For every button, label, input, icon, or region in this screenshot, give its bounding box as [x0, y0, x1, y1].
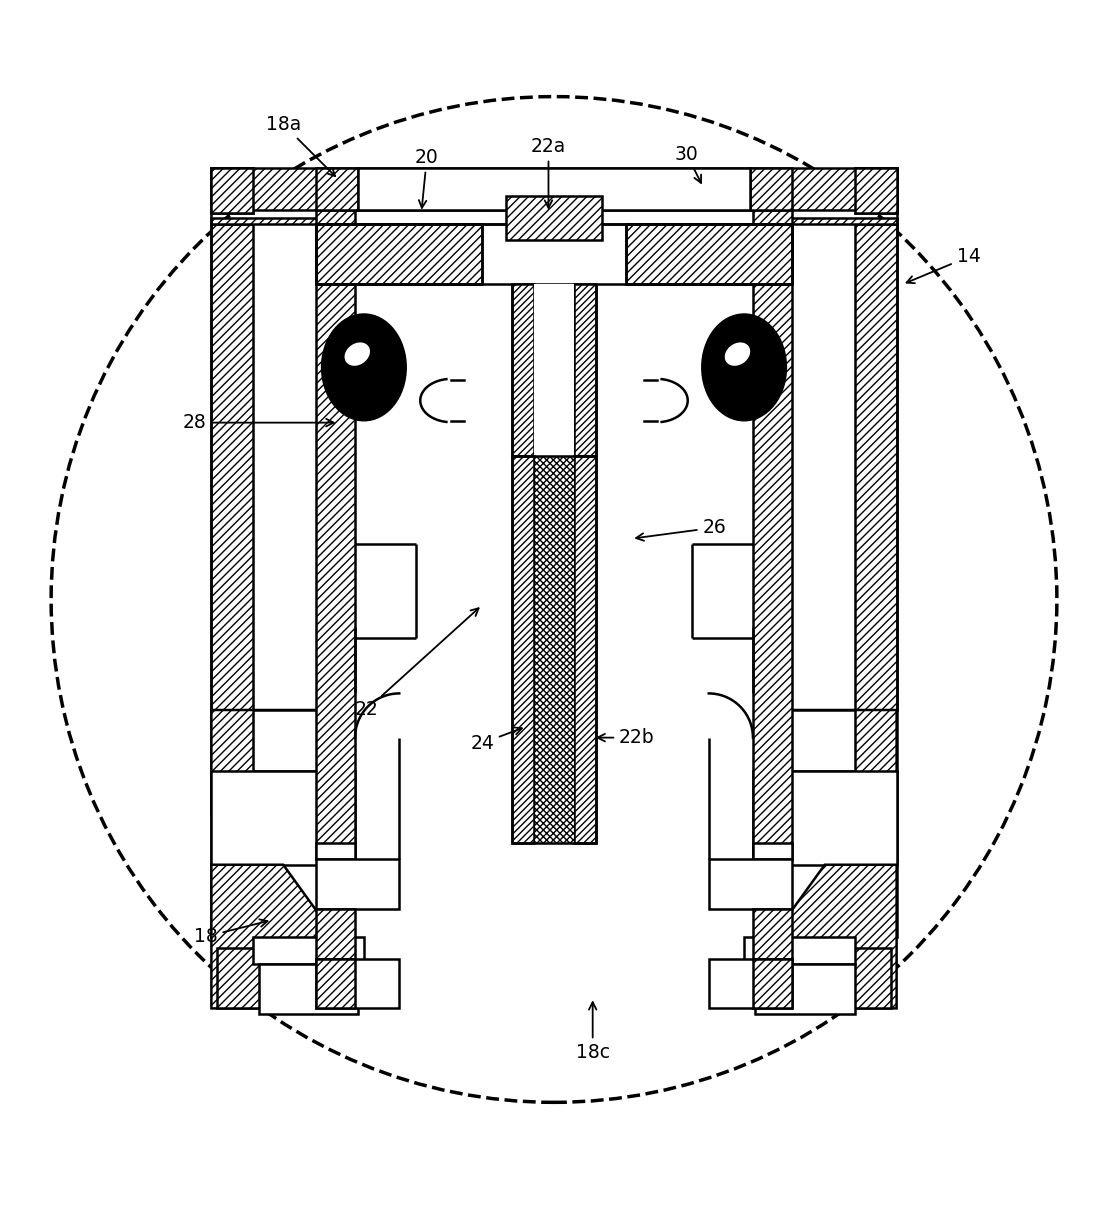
Ellipse shape	[345, 342, 370, 365]
Polygon shape	[212, 865, 355, 1008]
Text: 22a: 22a	[531, 137, 566, 208]
Text: 26: 26	[636, 518, 726, 541]
Bar	[317, 842, 355, 859]
Bar	[750, 168, 791, 211]
Bar	[512, 456, 534, 842]
Bar	[480, 223, 628, 286]
Polygon shape	[753, 865, 896, 1008]
Bar	[212, 168, 254, 213]
Polygon shape	[212, 710, 317, 859]
Bar	[212, 224, 254, 710]
Bar	[534, 284, 574, 456]
Bar	[317, 168, 358, 211]
Bar	[753, 947, 891, 1008]
Text: 30: 30	[675, 144, 701, 183]
Bar	[574, 456, 596, 842]
Bar	[212, 771, 355, 865]
Bar	[317, 211, 355, 224]
Bar	[254, 710, 331, 771]
Bar	[358, 168, 750, 211]
Bar	[512, 284, 534, 456]
Bar	[254, 937, 363, 964]
Text: 24: 24	[470, 727, 522, 753]
Bar	[753, 211, 791, 224]
Bar	[217, 947, 355, 1008]
Bar	[212, 710, 254, 937]
Text: 14: 14	[906, 247, 981, 283]
Bar	[753, 909, 791, 958]
Ellipse shape	[702, 315, 786, 420]
Text: 18a: 18a	[266, 115, 335, 177]
Bar	[317, 859, 399, 909]
Text: 22b: 22b	[597, 728, 655, 747]
Bar	[753, 842, 791, 859]
Bar	[854, 710, 896, 937]
Bar	[709, 859, 791, 909]
Text: 28: 28	[183, 413, 334, 432]
Bar	[777, 710, 854, 771]
Ellipse shape	[322, 315, 406, 420]
Bar	[512, 456, 596, 842]
Bar	[317, 224, 791, 284]
Bar	[317, 284, 355, 859]
Bar	[854, 224, 896, 710]
Bar	[317, 224, 482, 284]
Bar	[259, 964, 358, 1014]
Bar	[574, 284, 596, 456]
Polygon shape	[791, 710, 896, 859]
Bar	[317, 958, 355, 1008]
Bar	[854, 168, 896, 213]
Bar	[317, 909, 355, 958]
Ellipse shape	[725, 342, 750, 365]
Bar	[774, 218, 896, 224]
Bar	[317, 958, 399, 1008]
Text: 18c: 18c	[576, 1002, 609, 1062]
Bar	[626, 224, 791, 284]
Text: 18: 18	[194, 920, 267, 946]
Bar	[756, 964, 854, 1014]
Bar	[854, 168, 896, 213]
Bar	[212, 218, 334, 224]
Bar	[753, 284, 791, 859]
Bar	[709, 958, 791, 1008]
Text: 20: 20	[416, 148, 439, 208]
Bar	[534, 456, 574, 842]
Bar	[212, 168, 254, 213]
Bar	[212, 168, 896, 211]
Bar	[753, 771, 896, 865]
Bar	[745, 937, 854, 964]
Text: 22: 22	[355, 609, 479, 720]
Bar	[753, 958, 791, 1008]
Bar	[506, 196, 602, 241]
